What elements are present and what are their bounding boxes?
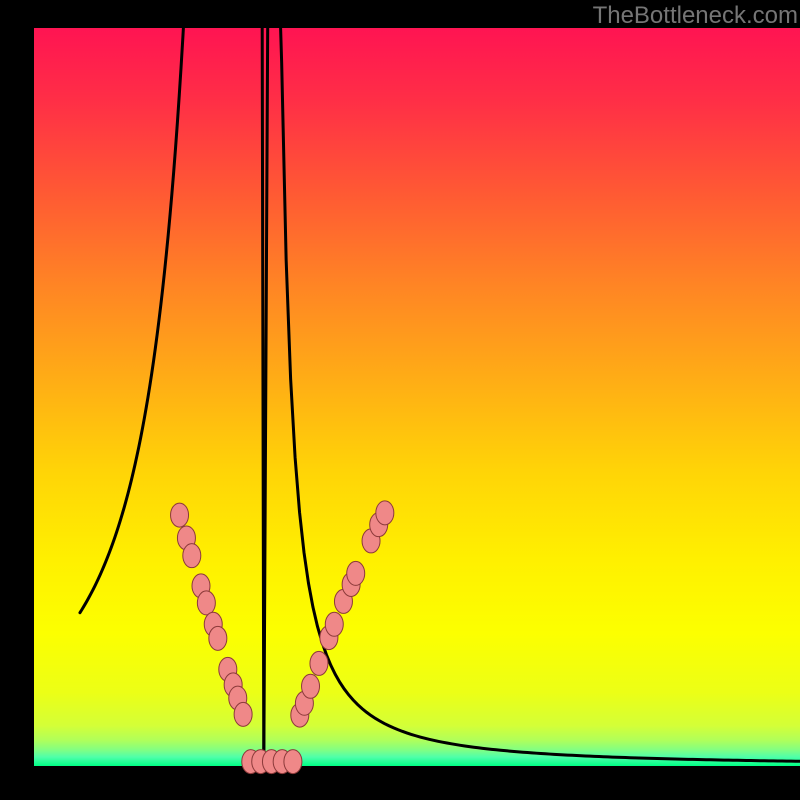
marker-bottom-4 <box>284 750 302 774</box>
chart-frame: TheBottleneck.com <box>0 0 800 800</box>
curve-right <box>264 0 800 766</box>
marker-right-8 <box>347 561 365 585</box>
watermark-text: TheBottleneck.com <box>593 2 798 30</box>
marker-right-5 <box>325 612 343 636</box>
marker-left-10 <box>234 702 252 726</box>
marker-left-0 <box>171 503 189 527</box>
plot-area <box>34 28 800 766</box>
marker-left-2 <box>183 544 201 568</box>
marker-right-11 <box>376 501 394 525</box>
marker-right-2 <box>302 674 320 698</box>
curve-left <box>80 0 264 766</box>
curves-svg <box>34 28 800 766</box>
marker-left-6 <box>209 626 227 650</box>
marker-right-3 <box>310 651 328 675</box>
marker-left-4 <box>197 591 215 615</box>
